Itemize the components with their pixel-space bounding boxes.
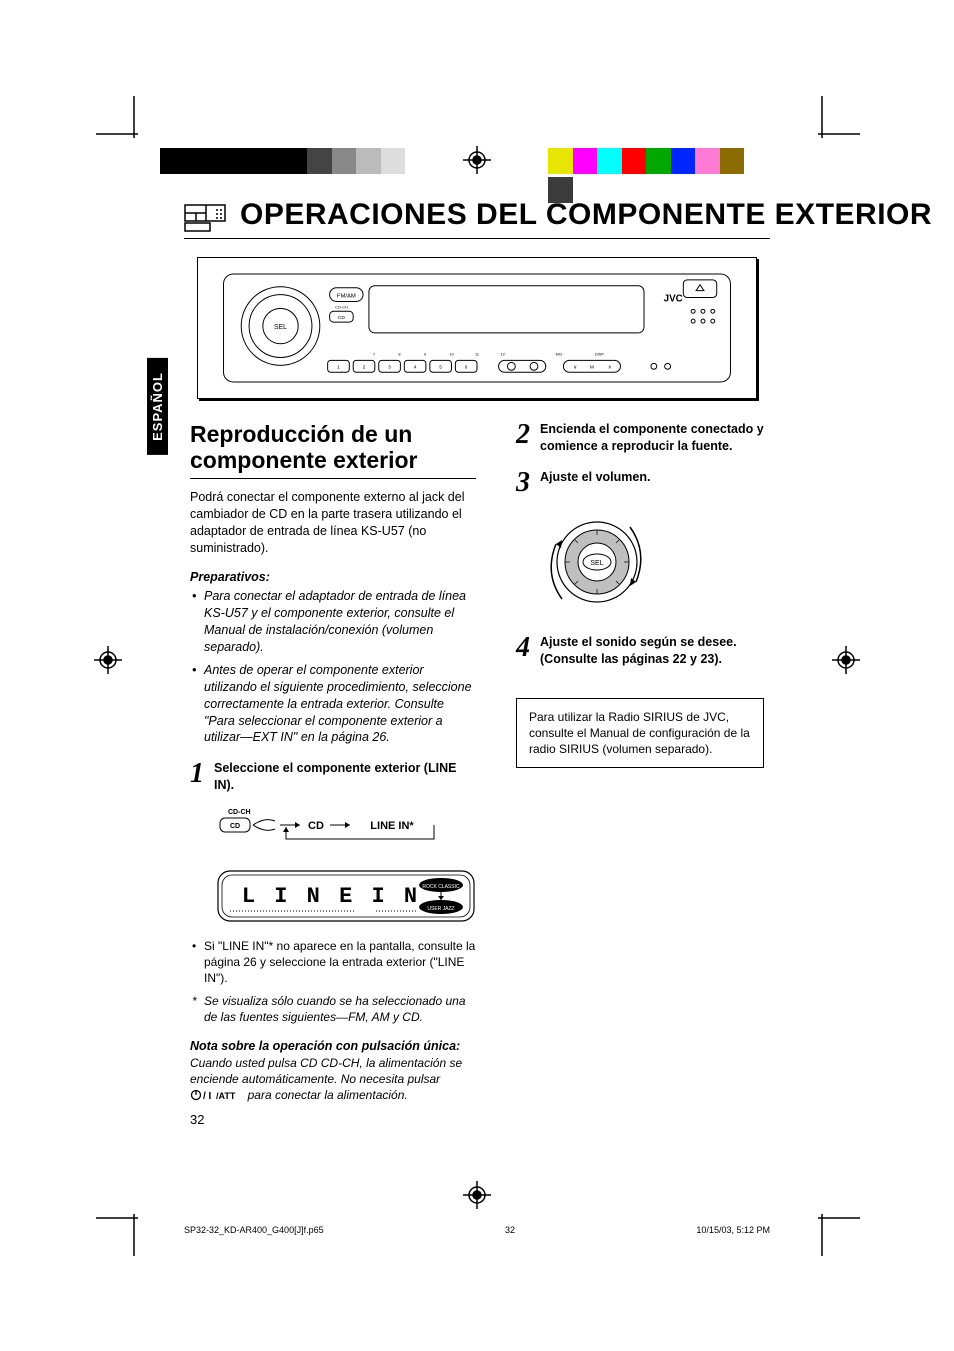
power-att-icon: / I /ATT xyxy=(190,1089,240,1101)
subsection-heading: Reproducción de un componente exterior xyxy=(190,421,476,479)
prep-item: Antes de operar el componente exterior u… xyxy=(204,662,476,746)
svg-text:2: 2 xyxy=(363,364,366,370)
step-4: 4 Ajuste el sonido según se desee. (Cons… xyxy=(516,634,764,668)
svg-text:MO: MO xyxy=(556,352,562,357)
svg-text:CD: CD xyxy=(230,823,240,830)
svg-text:SEL: SEL xyxy=(590,560,603,567)
step-1: 1 Seleccione el componente exterior (LIN… xyxy=(190,760,476,1025)
footer-date: 10/15/03, 5:12 PM xyxy=(696,1225,770,1235)
component-icon xyxy=(184,204,226,232)
svg-text:6: 6 xyxy=(465,364,468,370)
step-text: Seleccione el componente exterior (LINE … xyxy=(214,760,476,794)
step-text: Encienda el componente conectado y comie… xyxy=(540,421,764,455)
right-column: 2 Encienda el componente conectado y com… xyxy=(510,421,770,1127)
svg-text:7: 7 xyxy=(373,352,375,357)
page-content: OPERACIONES DEL COMPONENTE EXTERIOR SEL … xyxy=(184,198,770,1201)
svg-text:11: 11 xyxy=(475,352,479,357)
svg-text:M: M xyxy=(590,364,594,370)
single-press-note: Nota sobre la operación con pulsación ún… xyxy=(190,1039,476,1104)
step1-bullets: Si "LINE IN"* no aparece en la pantalla,… xyxy=(190,938,476,1025)
footer-page: 32 xyxy=(505,1225,515,1235)
svg-text:∧: ∧ xyxy=(608,365,612,370)
title-text: OPERACIONES DEL COMPONENTE EXTERIOR xyxy=(240,198,932,232)
cd-button-diagram: CD-CH CD CD LINE IN* xyxy=(216,804,466,854)
svg-text:5: 5 xyxy=(439,364,442,370)
svg-text:/ATT: /ATT xyxy=(216,1091,236,1101)
display-line-in: L I N E I N ROCK CLASSIC USER JAZZ xyxy=(216,867,476,925)
svg-text:9: 9 xyxy=(424,352,426,357)
step-text: Ajuste el sonido según se desee. (Consul… xyxy=(540,634,764,668)
svg-text:CD-CH: CD-CH xyxy=(228,809,251,816)
bullet-item: Si "LINE IN"* no aparece en la pantalla,… xyxy=(204,938,476,987)
step-number: 3 xyxy=(516,469,530,497)
color-bar-process xyxy=(548,148,766,174)
svg-text:JVC: JVC xyxy=(664,293,683,304)
step-3: 3 Ajuste el volumen. SEL xyxy=(516,469,764,620)
svg-text:USER JAZZ: USER JAZZ xyxy=(427,906,454,912)
step-2: 2 Encienda el componente conectado y com… xyxy=(516,421,764,455)
left-column: Reproducción de un componente exterior P… xyxy=(184,421,482,1127)
svg-text:CD: CD xyxy=(308,820,324,832)
svg-text:/ I: / I xyxy=(203,1091,212,1101)
note-heading: Nota sobre la operación con pulsación ún… xyxy=(190,1039,476,1053)
radio-unit-illustration: SEL FM/AM CD CD-CH JVC 1 2 3 4 5 6 xyxy=(197,257,757,399)
svg-text:4: 4 xyxy=(414,364,417,370)
svg-text:3: 3 xyxy=(388,364,391,370)
prep-item: Para conectar el adaptador de entrada de… xyxy=(204,588,476,656)
step-number: 1 xyxy=(190,760,204,788)
section-title: OPERACIONES DEL COMPONENTE EXTERIOR xyxy=(184,198,770,239)
sirius-note-box: Para utilizar la Radio SIRIUS de JVC, co… xyxy=(516,698,764,769)
svg-text:DISP: DISP xyxy=(595,352,605,357)
step-text: Ajuste el volumen. xyxy=(540,469,764,486)
prep-heading: Preparativos: xyxy=(190,570,476,584)
svg-text:∨: ∨ xyxy=(573,365,577,370)
language-tab: ESPAÑOL xyxy=(147,358,168,455)
svg-text:12: 12 xyxy=(501,352,505,357)
step-number: 2 xyxy=(516,421,530,449)
asterisk-note: Se visualiza sólo cuando se ha seleccion… xyxy=(204,993,476,1025)
svg-text:CD: CD xyxy=(338,315,346,321)
step-number: 4 xyxy=(516,634,530,662)
volume-dial: SEL xyxy=(542,507,662,617)
intro-paragraph: Podrá conectar el componente externo al … xyxy=(190,489,476,557)
svg-text:LINE IN*: LINE IN* xyxy=(370,820,414,832)
note-text: Cuando usted pulsa CD CD-CH, la alimenta… xyxy=(190,1056,462,1086)
svg-text:CD-CH: CD-CH xyxy=(335,304,348,309)
note-text-2: para conectar la alimentación. xyxy=(248,1088,408,1102)
color-bar-grayscale xyxy=(160,148,406,174)
svg-text:L I N E I N: L I N E I N xyxy=(242,884,420,909)
svg-text:10: 10 xyxy=(449,352,454,357)
svg-text:SEL: SEL xyxy=(274,324,287,331)
footer: SP32-32_KD-AR400_G400[J]f.p65 32 10/15/0… xyxy=(120,1225,834,1235)
prep-list: Para conectar el adaptador de entrada de… xyxy=(190,588,476,746)
footer-filename: SP32-32_KD-AR400_G400[J]f.p65 xyxy=(184,1225,324,1235)
svg-text:1: 1 xyxy=(337,364,340,370)
page-number: 32 xyxy=(190,1112,476,1127)
svg-text:8: 8 xyxy=(398,352,400,357)
svg-text:FM/AM: FM/AM xyxy=(337,294,356,300)
svg-text:ROCK CLASSIC: ROCK CLASSIC xyxy=(422,884,460,890)
